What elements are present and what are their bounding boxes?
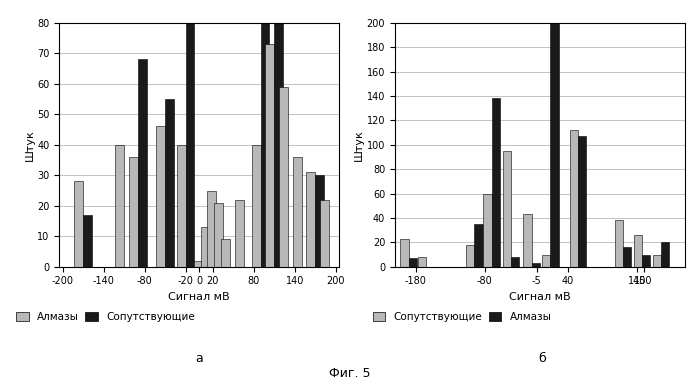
Bar (401, 239, 409, 267)
Bar (570, 130, 578, 267)
Bar (409, 258, 417, 267)
Bar (532, 263, 540, 267)
X-axis label: Сигнал мВ: Сигнал мВ (168, 292, 230, 302)
Text: а: а (195, 352, 203, 365)
Bar (511, 257, 519, 267)
Bar (642, 255, 651, 267)
Bar (466, 245, 475, 267)
Legend: Сопутствующие, Алмазы: Сопутствующие, Алмазы (368, 308, 556, 326)
Y-axis label: Штук: Штук (354, 129, 364, 161)
Bar (524, 214, 532, 267)
Bar (550, 23, 559, 267)
Bar (623, 247, 631, 267)
Bar (157, 126, 165, 267)
Bar (83, 215, 92, 267)
Legend: Алмазы, Сопутствующие: Алмазы, Сопутствующие (12, 308, 199, 326)
Bar (235, 200, 243, 267)
Bar (578, 136, 586, 267)
Bar (315, 175, 324, 267)
Bar (491, 98, 500, 267)
Bar (201, 227, 210, 267)
Bar (214, 203, 223, 267)
Bar (165, 99, 174, 267)
Bar (306, 172, 315, 267)
Bar (320, 200, 329, 267)
Text: б: б (538, 352, 546, 365)
Bar (634, 235, 642, 267)
Bar (185, 23, 194, 267)
Bar (261, 23, 269, 267)
Bar (503, 151, 511, 267)
Bar (221, 239, 230, 267)
Bar (542, 255, 550, 267)
Bar (266, 44, 274, 267)
Bar (252, 145, 261, 267)
Bar (115, 145, 124, 267)
Bar (194, 261, 203, 267)
Bar (483, 194, 491, 267)
Bar (418, 257, 426, 267)
Bar (293, 157, 301, 267)
Bar (274, 23, 283, 267)
Text: Фиг. 5: Фиг. 5 (329, 367, 370, 380)
Bar (475, 224, 482, 267)
Bar (208, 190, 216, 267)
Bar (614, 220, 623, 267)
Bar (653, 255, 661, 267)
Bar (661, 242, 669, 267)
Bar (138, 59, 147, 267)
Bar (177, 145, 185, 267)
X-axis label: Сигнал мВ: Сигнал мВ (509, 292, 571, 302)
Bar (279, 87, 288, 267)
Bar (74, 181, 83, 267)
Y-axis label: Штук: Штук (24, 129, 34, 161)
Bar (129, 157, 138, 267)
